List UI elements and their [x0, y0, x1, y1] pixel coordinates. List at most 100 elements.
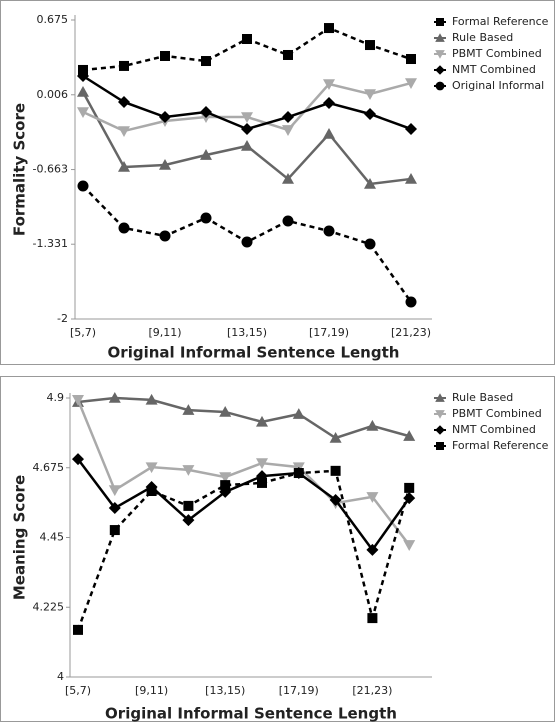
x-tick-label: [9,11)	[135, 684, 168, 697]
x-tick-label: [5,7)	[70, 326, 96, 339]
marker	[323, 97, 335, 110]
marker	[73, 624, 83, 635]
x-tick-label: [21,23)	[391, 326, 431, 339]
marker	[200, 212, 212, 224]
y-axis-title: Formality Score	[11, 103, 29, 236]
y-tick-label: -1.331	[33, 237, 68, 250]
y-axis-title: Meaning Score	[11, 475, 29, 600]
x-tick-label: [21,23)	[352, 684, 392, 697]
marker	[159, 230, 171, 242]
marker	[77, 69, 89, 82]
marker	[257, 477, 267, 488]
marker	[406, 54, 416, 65]
marker	[367, 613, 378, 624]
marker	[435, 81, 445, 91]
legend-label: Original Informal	[452, 79, 544, 92]
marker	[77, 180, 89, 192]
marker	[365, 40, 375, 51]
legend-label: PBMT Combined	[452, 407, 542, 420]
x-tick-label: [5,7)	[65, 684, 91, 697]
marker	[182, 404, 195, 415]
marker	[435, 65, 445, 75]
series-line	[77, 396, 410, 440]
marker	[404, 482, 415, 493]
marker	[241, 112, 253, 124]
marker	[403, 540, 416, 551]
marker	[283, 49, 293, 60]
marker	[282, 215, 294, 227]
marker	[145, 393, 158, 405]
marker	[145, 462, 158, 474]
marker	[109, 525, 120, 536]
marker	[323, 225, 335, 237]
x-tick-label: [13,15)	[227, 326, 267, 339]
marker	[118, 96, 130, 109]
marker	[330, 465, 341, 476]
x-axis-title: Original Informal Sentence Length	[108, 344, 400, 362]
legend-label: Rule Based	[452, 391, 513, 404]
marker	[435, 50, 445, 59]
marker	[201, 56, 211, 67]
marker	[72, 453, 84, 466]
series-line	[76, 399, 411, 546]
x-tick-label: [9,11)	[148, 326, 181, 339]
marker	[72, 395, 84, 406]
marker	[159, 111, 171, 124]
legend-label: NMT Combined	[452, 63, 536, 76]
legend-label: PBMT Combined	[452, 47, 542, 60]
marker	[282, 125, 294, 136]
marker	[324, 23, 334, 34]
marker	[323, 128, 335, 139]
marker	[403, 430, 416, 441]
x-axis-title: Original Informal Sentence Length	[105, 705, 397, 722]
marker	[435, 33, 445, 42]
marker	[292, 408, 305, 419]
marker	[323, 79, 335, 91]
marker	[329, 431, 342, 443]
marker	[364, 238, 376, 250]
legend-label: Rule Based	[452, 31, 513, 44]
marker	[200, 149, 212, 160]
marker	[118, 222, 130, 234]
marker	[241, 139, 253, 151]
y-tick-label: 4.675	[33, 461, 65, 474]
marker	[282, 172, 294, 184]
marker	[436, 442, 444, 450]
marker	[405, 122, 417, 135]
y-tick-label: 4	[57, 670, 64, 683]
y-tick-label: 4.9	[47, 391, 65, 404]
legend-label: Formal Reference	[452, 439, 549, 452]
marker	[282, 111, 294, 124]
marker	[108, 485, 121, 497]
marker	[118, 160, 130, 172]
marker	[435, 393, 445, 402]
marker	[182, 465, 195, 476]
marker	[219, 405, 232, 417]
legend-label: NMT Combined	[452, 423, 536, 436]
marker	[256, 415, 268, 427]
legend-label: Formal Reference	[452, 15, 549, 28]
marker	[366, 419, 379, 431]
marker	[77, 107, 89, 118]
series-line	[76, 469, 411, 631]
y-tick-label: 0.006	[37, 88, 69, 101]
x-tick-label: [13,15)	[205, 684, 245, 697]
marker	[293, 468, 304, 479]
series-line	[77, 458, 411, 553]
marker	[220, 480, 231, 491]
marker	[182, 514, 195, 527]
marker	[77, 85, 89, 97]
marker	[405, 78, 417, 90]
marker	[183, 500, 194, 511]
marker	[118, 126, 130, 137]
marker	[329, 493, 342, 506]
marker	[200, 105, 212, 118]
marker	[241, 236, 253, 248]
marker	[405, 172, 417, 184]
marker	[366, 492, 379, 503]
marker	[364, 89, 376, 100]
marker	[146, 486, 157, 496]
y-tick-label: 0.675	[37, 13, 69, 26]
y-tick-label: -2	[57, 312, 68, 325]
